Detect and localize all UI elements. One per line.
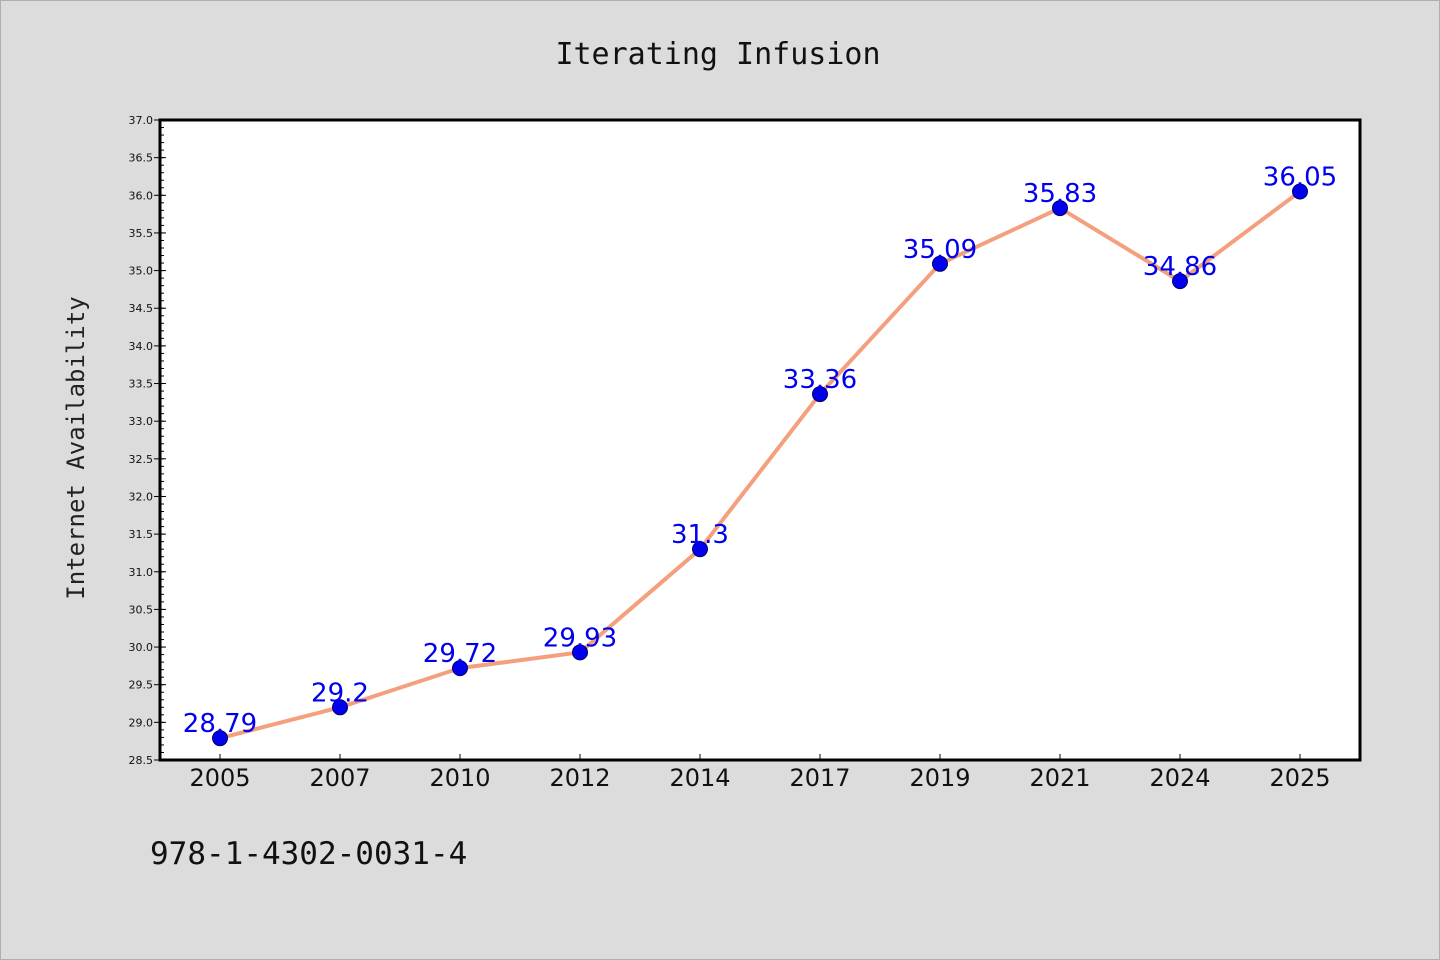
data-point-marker (1052, 200, 1068, 217)
data-point-label: 35.09 (903, 235, 977, 265)
data-markers (212, 183, 1308, 747)
series-line (218, 189, 1302, 741)
y-tick-label: 31.0 (129, 566, 154, 579)
data-point-marker (1172, 273, 1188, 290)
data-point-label: 29.93 (543, 623, 617, 653)
data-point-label: 35.83 (1023, 179, 1097, 209)
y-tick-label: 32.5 (129, 453, 154, 466)
data-point-label: 36.05 (1263, 163, 1337, 193)
axis-ticks: 28.5 29.0 29.5 30.0 30.5 31.0 31.5 32.0 32.5 33.0… (129, 114, 1331, 792)
y-tick-label: 34.0 (129, 340, 154, 353)
series-line-layer (218, 189, 1302, 741)
data-point-label: 28.79 (183, 709, 257, 739)
y-tick-label: 31.5 (129, 528, 154, 541)
x-tick-label: 2010 (429, 764, 490, 792)
data-point-label: 33.36 (783, 365, 857, 395)
y-tick-label: 37.0 (129, 114, 154, 127)
y-tick-label: 36.0 (129, 189, 154, 202)
y-tick-label: 34.5 (129, 302, 154, 315)
y-tick-label: 35.5 (129, 227, 154, 240)
x-tick-label: 2005 (189, 764, 250, 792)
x-tick-label: 2017 (789, 764, 850, 792)
data-point-label: 34.86 (1143, 252, 1217, 282)
data-point-label: 31.3 (671, 520, 729, 550)
x-tick-label: 2014 (669, 764, 730, 792)
data-point-marker (692, 541, 708, 558)
y-tick-label: 33.5 (129, 378, 154, 391)
data-point-marker (932, 255, 948, 272)
data-labels: 28.79 29.2 29.72 29.93 31.3 33.36 35.09 35.83 34… (183, 163, 1337, 740)
plot-area (158, 118, 1362, 762)
data-point-marker (572, 644, 588, 661)
x-tick-label: 2024 (1149, 764, 1210, 792)
x-tick-label: 2007 (309, 764, 370, 792)
y-tick-label: 30.0 (129, 641, 154, 654)
x-tick-label: 2012 (549, 764, 610, 792)
x-tick-label: 2021 (1029, 764, 1090, 792)
data-point-label: 29.2 (311, 678, 369, 708)
y-tick-label: 35.0 (129, 265, 154, 278)
data-point-marker (332, 699, 348, 716)
y-axis-label: Internet Availability (62, 296, 90, 599)
data-point-label: 29.72 (423, 639, 497, 669)
data-point-marker (1292, 183, 1308, 200)
y-tick-label: 30.5 (129, 603, 154, 616)
y-tick-label: 28.5 (129, 754, 154, 767)
data-point-marker (452, 660, 468, 677)
data-point-marker (812, 386, 828, 403)
y-tick-label: 32.0 (129, 490, 154, 503)
data-point-marker (212, 730, 228, 747)
y-tick-label: 29.0 (129, 716, 154, 729)
chart-title: Iterating Infusion (555, 37, 880, 72)
y-tick-label: 33.0 (129, 415, 154, 428)
footer-code: 978-1-4302-0031-4 (150, 836, 467, 872)
x-tick-label: 2019 (909, 764, 970, 792)
y-tick-label: 36.5 (129, 152, 154, 165)
x-tick-label: 2025 (1269, 764, 1330, 792)
y-tick-label: 29.5 (129, 679, 154, 692)
